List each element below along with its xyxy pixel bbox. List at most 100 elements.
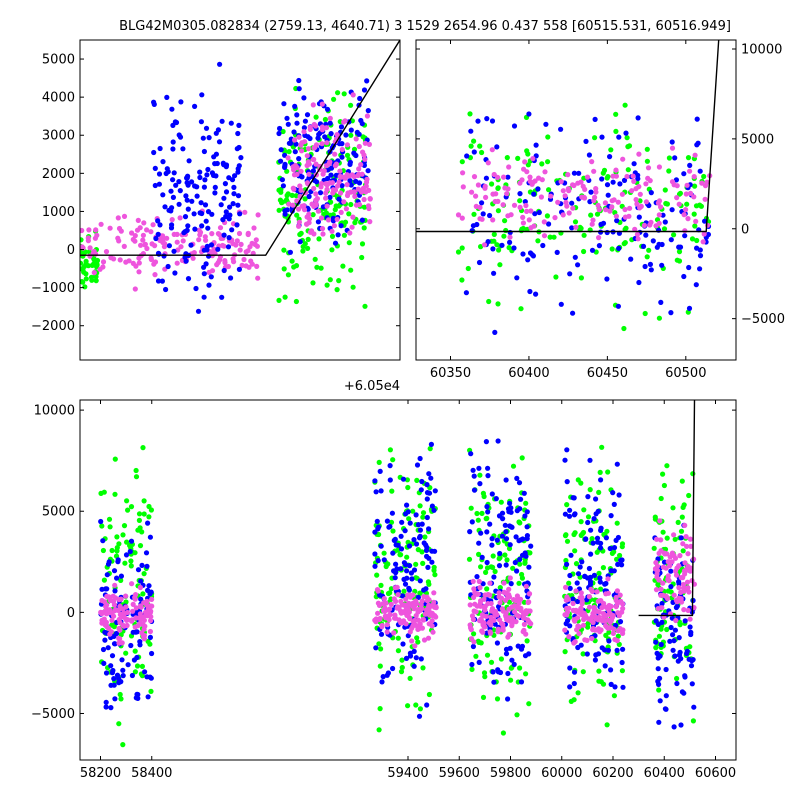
data-point (384, 629, 390, 635)
data-point (144, 674, 150, 680)
data-point (107, 631, 113, 637)
data-point (683, 534, 689, 540)
x-tick-label: 59600 (439, 766, 480, 781)
data-point (410, 508, 416, 514)
data-point (575, 598, 581, 605)
data-point (645, 165, 652, 171)
data-point (523, 500, 529, 506)
data-point (570, 607, 577, 613)
data-point (684, 648, 690, 655)
data-point (665, 559, 671, 565)
data-point (128, 504, 135, 510)
data-point (580, 669, 586, 675)
data-point (683, 207, 689, 213)
data-point (398, 669, 405, 675)
data-point (312, 256, 318, 262)
data-point (401, 608, 408, 615)
data-point (93, 227, 99, 233)
data-point (485, 473, 491, 479)
y-tick-label: 1000 (42, 205, 75, 220)
data-point (228, 120, 234, 126)
data-point (121, 243, 127, 249)
data-point (567, 271, 573, 277)
data-point (648, 219, 654, 225)
data-point (514, 275, 520, 281)
data-point (587, 199, 593, 205)
data-point (507, 229, 513, 236)
data-point (514, 568, 520, 574)
data-point (321, 168, 327, 174)
data-point (586, 565, 593, 572)
data-point (361, 225, 367, 231)
data-point (677, 649, 683, 655)
data-point (93, 274, 99, 280)
data-point (502, 522, 508, 528)
data-point (525, 151, 531, 157)
data-point (524, 524, 530, 530)
data-point (324, 106, 331, 112)
data-point (184, 175, 190, 181)
data-point (310, 156, 316, 163)
data-point (475, 591, 481, 597)
data-point (547, 234, 553, 240)
data-point (204, 247, 210, 253)
data-point (130, 608, 136, 614)
data-point (685, 585, 691, 591)
data-point (80, 260, 84, 266)
data-point (623, 130, 629, 136)
data-point (667, 563, 673, 569)
data-point (132, 594, 138, 601)
data-point (636, 214, 642, 220)
data-point (116, 635, 122, 642)
data-point (133, 695, 139, 701)
data-point (622, 240, 628, 246)
data-point (372, 529, 378, 535)
data-point (424, 496, 430, 502)
data-point (681, 588, 687, 594)
data-point (81, 263, 87, 270)
data-point (213, 173, 219, 179)
data-point (137, 611, 143, 617)
data-point (518, 607, 524, 614)
data-point (503, 529, 509, 535)
data-point (658, 495, 664, 502)
data-point (378, 488, 384, 494)
data-point (596, 207, 602, 213)
data-point (87, 245, 93, 251)
data-point (195, 308, 202, 314)
data-point (301, 95, 307, 101)
x-tick-label: 58400 (131, 766, 172, 781)
data-point (128, 563, 134, 569)
data-point (338, 209, 344, 215)
data-point (133, 263, 139, 269)
data-point (294, 165, 300, 171)
data-point (659, 600, 665, 607)
data-point (691, 194, 697, 200)
data-point (185, 223, 191, 229)
data-point (350, 92, 356, 98)
data-point (171, 170, 177, 176)
data-point (413, 512, 419, 518)
data-point (474, 221, 480, 228)
data-point (170, 146, 176, 152)
data-point (632, 226, 638, 232)
data-point (105, 645, 111, 651)
data-point (299, 148, 305, 154)
data-point (688, 543, 694, 550)
data-point (387, 477, 393, 483)
data-point (504, 191, 510, 197)
data-point (421, 637, 428, 643)
data-point (566, 580, 572, 586)
data-point (597, 579, 603, 585)
data-point (636, 151, 642, 157)
data-point (141, 600, 147, 606)
data-point (123, 616, 129, 622)
data-point (124, 539, 130, 545)
data-point (390, 665, 396, 672)
data-point (310, 212, 316, 218)
data-point (522, 199, 528, 205)
data-point (625, 167, 631, 173)
data-point (213, 130, 219, 136)
data-point (140, 232, 146, 238)
data-point (664, 535, 670, 541)
